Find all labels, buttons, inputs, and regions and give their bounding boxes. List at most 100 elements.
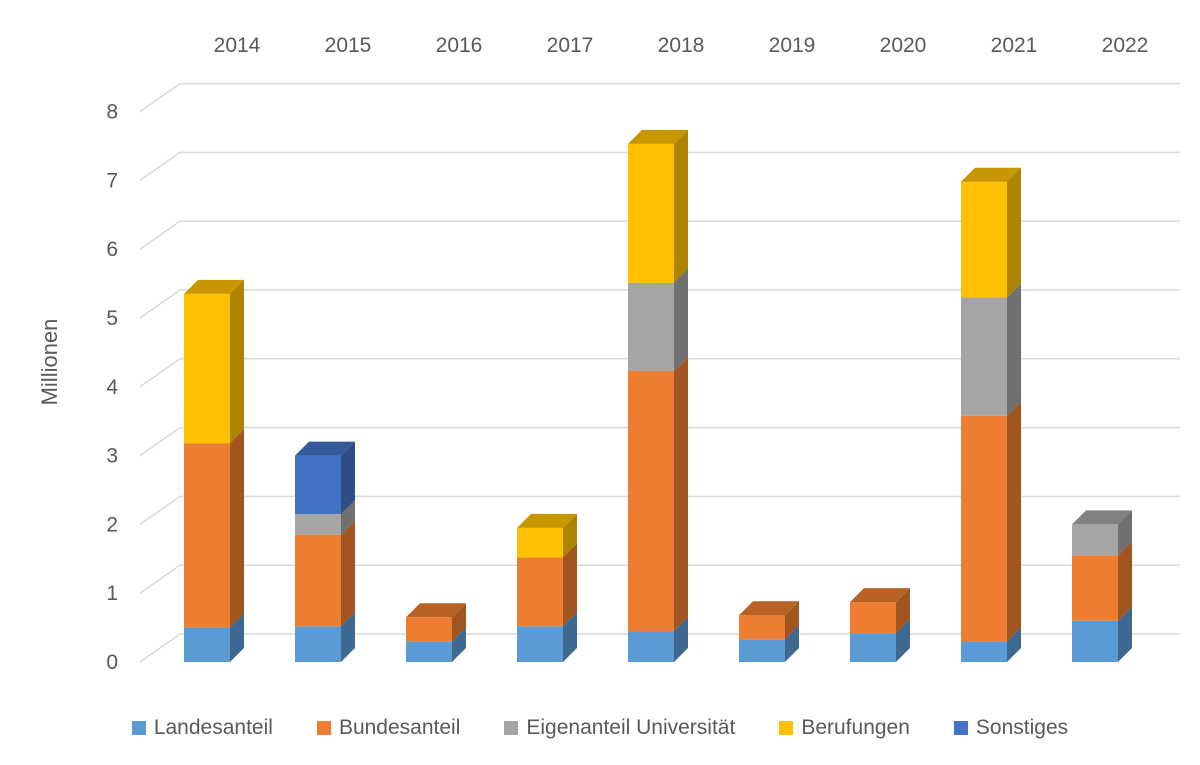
bar-segment-side bbox=[896, 619, 910, 662]
bar-segment-side bbox=[1007, 401, 1021, 642]
x-category-label: 2016 bbox=[436, 34, 483, 57]
y-tick-label: 4 bbox=[106, 376, 118, 399]
bar-segment-front bbox=[1072, 555, 1118, 621]
bar-top bbox=[961, 167, 1021, 182]
legend-item: Bundesanteil bbox=[316, 716, 461, 740]
bar-segment-front bbox=[628, 143, 674, 283]
bar-segment-side bbox=[341, 441, 355, 515]
bar-segment-side bbox=[674, 356, 688, 632]
bar-segment-side bbox=[674, 617, 688, 662]
bar-segment-front bbox=[961, 297, 1007, 416]
bar-segment-side bbox=[230, 613, 244, 662]
bar-top bbox=[295, 441, 355, 456]
bar-stack bbox=[628, 129, 688, 662]
bar-segment-front bbox=[628, 370, 674, 632]
legend-swatch bbox=[316, 721, 331, 735]
bar-stack bbox=[850, 588, 910, 662]
x-category-label: 2022 bbox=[1102, 34, 1149, 57]
bar-segment-front bbox=[295, 514, 341, 535]
legend-item: Berufungen bbox=[779, 716, 910, 740]
bar-segment-front bbox=[184, 443, 230, 628]
gridline bbox=[139, 564, 1180, 594]
bar-top bbox=[517, 513, 577, 528]
bar-segment-side bbox=[230, 429, 244, 628]
gridline bbox=[139, 151, 1180, 182]
x-axis-categories: 2014 2015 2016 2017 2018 2019 2020 2021 2022 bbox=[214, 34, 1149, 57]
bar-segment-side bbox=[563, 543, 577, 627]
gridline bbox=[139, 220, 1180, 250]
bar-segment-side bbox=[896, 588, 910, 634]
gridlines bbox=[139, 82, 1180, 663]
gridline bbox=[139, 82, 1180, 113]
bar-segment-front bbox=[295, 455, 341, 515]
bar-segment-front bbox=[406, 617, 452, 642]
bar-segment-front bbox=[1072, 620, 1118, 662]
x-category-label: 2018 bbox=[658, 34, 705, 57]
gridline bbox=[139, 426, 1180, 457]
legend-label: Landesanteil bbox=[153, 716, 273, 739]
y-tick-label: 2 bbox=[106, 513, 118, 536]
bar-segment-side bbox=[563, 612, 577, 662]
bar-stack bbox=[517, 513, 577, 662]
bar-segment-front bbox=[184, 627, 230, 662]
legend-swatch bbox=[779, 721, 794, 735]
legend-swatch bbox=[131, 721, 146, 735]
bar-top bbox=[184, 279, 244, 294]
bar-segment-front bbox=[517, 557, 563, 627]
x-category-label: 2021 bbox=[991, 34, 1038, 57]
bar-segment-front bbox=[184, 293, 230, 444]
bar-segment-front bbox=[517, 527, 563, 558]
bar-segment-side bbox=[563, 513, 577, 558]
bar-segment-front bbox=[961, 415, 1007, 642]
bar-segment-front bbox=[1072, 524, 1118, 556]
bar-segment-side bbox=[1007, 283, 1021, 416]
bar-segment-side bbox=[1118, 606, 1132, 662]
x-category-label: 2020 bbox=[880, 34, 927, 57]
bar-segment-side bbox=[1007, 167, 1021, 298]
legend-swatch bbox=[504, 721, 519, 735]
bar-segment-side bbox=[341, 612, 355, 662]
y-axis-ticks: 0 1 2 3 4 5 6 7 8 bbox=[106, 101, 118, 674]
bar-segment-front bbox=[961, 181, 1007, 298]
bar-segment-side bbox=[1118, 510, 1132, 556]
gridline bbox=[139, 495, 1180, 526]
bar-segment-front bbox=[517, 626, 563, 662]
bar-stack bbox=[295, 441, 355, 662]
bar-segment-front bbox=[295, 534, 341, 627]
legend-label: Sonstiges bbox=[975, 716, 1069, 739]
bar-segment-front bbox=[850, 602, 896, 634]
bar-segment-side bbox=[1118, 541, 1132, 621]
bar-top bbox=[1072, 510, 1132, 525]
bar-stack bbox=[739, 601, 799, 662]
y-tick-label: 7 bbox=[106, 169, 118, 192]
bar-stack bbox=[1072, 510, 1132, 662]
bar-top bbox=[850, 588, 910, 603]
bar-stack bbox=[184, 279, 244, 662]
legend-swatch bbox=[953, 721, 968, 735]
bar-segment-side bbox=[341, 520, 355, 627]
bar-stack bbox=[406, 603, 466, 662]
y-tick-label: 1 bbox=[106, 582, 118, 605]
legend-item: Landesanteil bbox=[131, 716, 273, 740]
bar-stack bbox=[961, 167, 1021, 662]
x-category-label: 2019 bbox=[769, 34, 816, 57]
bar-segment-front bbox=[739, 639, 785, 662]
bar-top bbox=[739, 601, 799, 616]
gridline bbox=[139, 358, 1180, 388]
bar-segment-front bbox=[295, 626, 341, 662]
bar-segment-side bbox=[452, 603, 466, 642]
legend-label: Bundesanteil bbox=[338, 716, 461, 739]
bar-segment-front bbox=[406, 641, 452, 662]
legend-item: Eigenanteil Universität bbox=[504, 716, 735, 740]
legend-label: Berufungen bbox=[801, 716, 910, 739]
y-tick-label: 5 bbox=[106, 307, 118, 330]
bar-segment-front bbox=[628, 282, 674, 371]
bar-segment-side bbox=[341, 500, 355, 535]
bar-segment-side bbox=[452, 627, 466, 662]
bar-top bbox=[406, 603, 466, 618]
gridline bbox=[139, 289, 1180, 319]
legend-item: Sonstiges bbox=[953, 716, 1069, 740]
bar-segment-side bbox=[674, 268, 688, 371]
x-category-label: 2014 bbox=[214, 34, 261, 57]
